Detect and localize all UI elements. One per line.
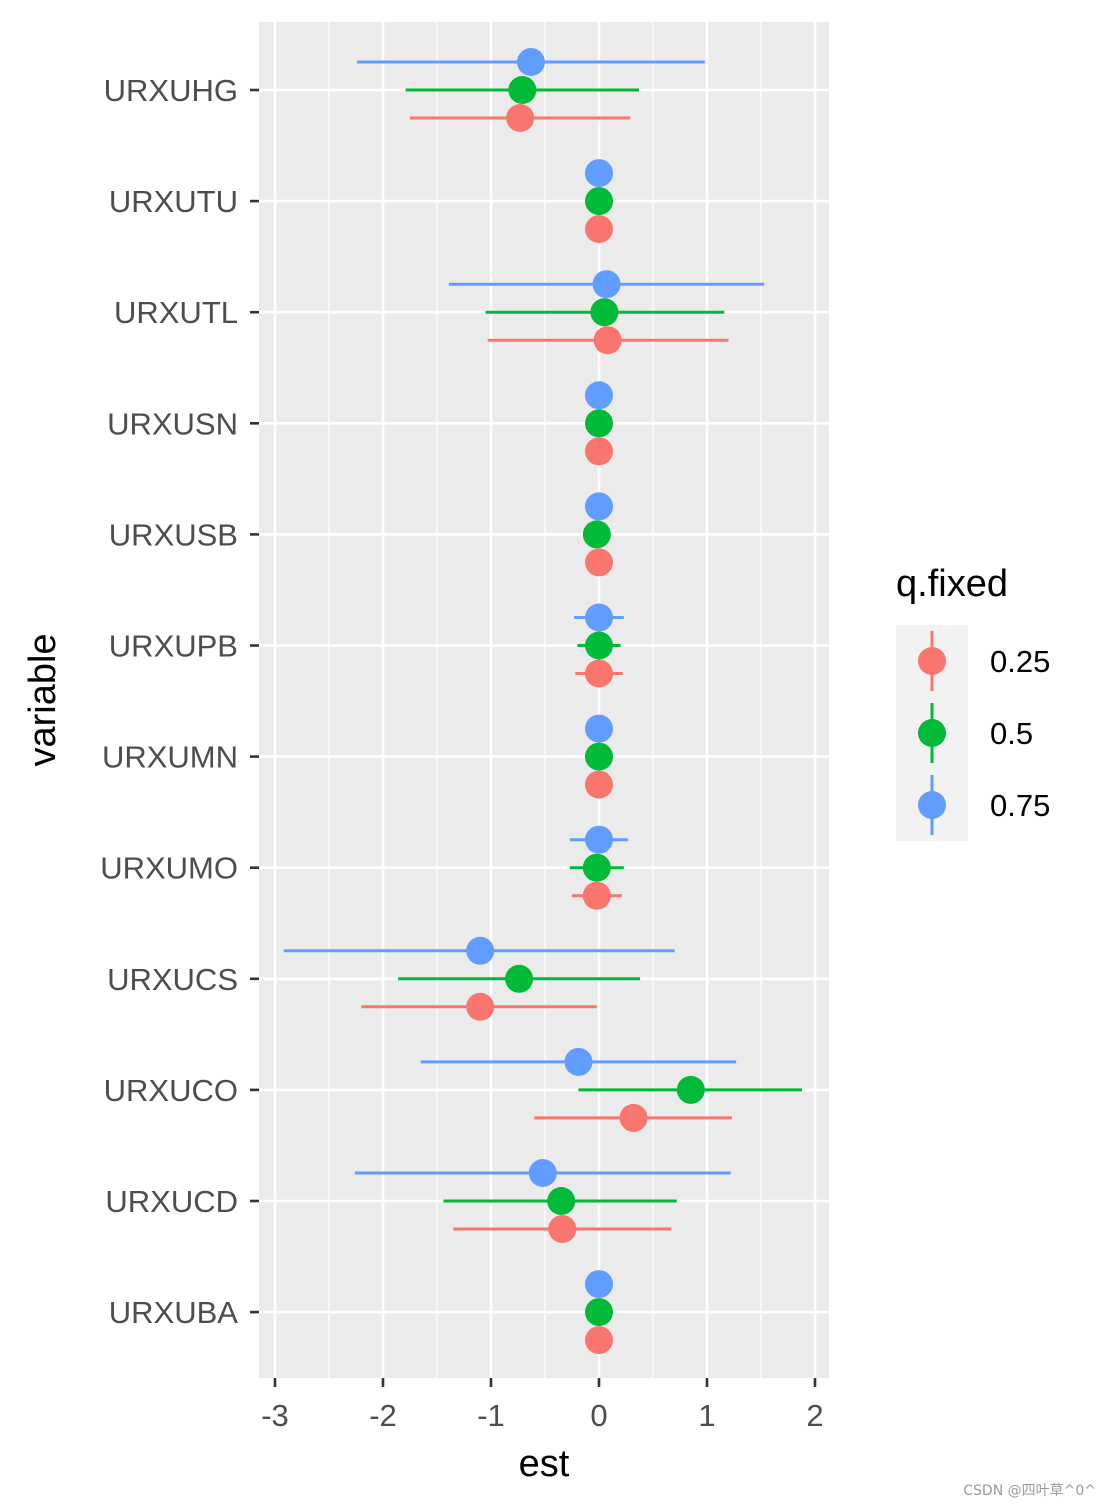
x-tick-label: -3 — [261, 1398, 289, 1433]
estimate-point — [585, 187, 613, 216]
estimate-point — [548, 1215, 577, 1243]
legend: q.fixed 0.25 0.5 0.75 — [896, 563, 1050, 841]
y-tick-label: URXUTL — [114, 295, 238, 330]
y-tick-label: URXUBA — [109, 1295, 239, 1330]
estimate-point — [585, 1326, 613, 1355]
y-tick-label: URXUSB — [109, 517, 238, 552]
estimate-point — [592, 270, 621, 299]
estimate-point — [547, 1187, 576, 1215]
estimate-point — [585, 1298, 613, 1327]
y-tick-label: URXUCS — [107, 962, 238, 997]
estimate-point — [516, 48, 545, 76]
y-tick-label: URXUMN — [102, 740, 238, 775]
y-axis: URXUHG URXUTU URXUTL URXUSN URXUSB URXUPB URXU… — [100, 73, 259, 1330]
y-tick-label: URXUTU — [109, 184, 238, 219]
data-marks — [283, 48, 803, 1355]
legend-label: 0.75 — [990, 788, 1050, 823]
watermark: CSDN @四叶草^0^ — [963, 1483, 1096, 1499]
estimate-point — [585, 548, 613, 577]
estimate-point — [593, 326, 622, 355]
estimate-point — [619, 1103, 648, 1132]
estimate-point — [585, 825, 613, 854]
estimate-point — [585, 159, 613, 188]
estimate-point — [508, 76, 537, 104]
y-tick-label: URXUMO — [100, 851, 238, 886]
estimate-point — [590, 298, 619, 327]
estimate-point — [466, 936, 495, 965]
x-tick-label: -1 — [477, 1398, 505, 1433]
estimate-point — [585, 492, 613, 521]
estimate-point — [585, 659, 613, 688]
y-tick-label: URXUCD — [105, 1184, 238, 1219]
y-tick-label: URXUPB — [109, 629, 238, 664]
legend-key-point — [918, 791, 946, 819]
estimate-point — [528, 1159, 557, 1187]
legend-label: 0.25 — [990, 644, 1050, 679]
x-axis: -3 -2 -1 0 1 2 — [261, 1378, 824, 1433]
estimate-point — [506, 104, 535, 132]
estimate-point — [585, 631, 613, 660]
x-tick-label: -2 — [369, 1398, 397, 1433]
y-tick-label: URXUCO — [104, 1073, 238, 1108]
estimate-point — [505, 964, 534, 993]
x-axis-title: est — [519, 1443, 570, 1485]
estimate-point — [585, 1270, 613, 1299]
estimate-point — [676, 1075, 705, 1104]
estimate-point — [585, 381, 613, 410]
estimate-point — [585, 742, 613, 771]
estimate-point — [582, 853, 611, 882]
estimate-point — [585, 770, 613, 799]
legend-key-point — [918, 647, 946, 675]
estimate-point — [466, 992, 495, 1021]
x-tick-label: 1 — [698, 1398, 715, 1433]
estimate-point — [585, 215, 613, 244]
y-axis-title: variable — [22, 633, 64, 766]
legend-key-point — [918, 719, 946, 747]
estimate-point — [585, 603, 613, 632]
panel-background — [259, 22, 829, 1378]
estimate-point — [564, 1047, 593, 1076]
x-tick-label: 2 — [806, 1398, 823, 1433]
y-tick-label: URXUSN — [107, 406, 238, 441]
y-tick-label: URXUHG — [104, 73, 238, 108]
estimate-point — [585, 437, 613, 466]
legend-label: 0.5 — [990, 716, 1033, 751]
estimate-point — [582, 881, 611, 910]
estimate-point — [585, 714, 613, 743]
legend-title: q.fixed — [896, 563, 1008, 605]
x-tick-label: 0 — [590, 1398, 607, 1433]
estimate-point — [582, 520, 611, 549]
estimate-point — [585, 409, 613, 438]
